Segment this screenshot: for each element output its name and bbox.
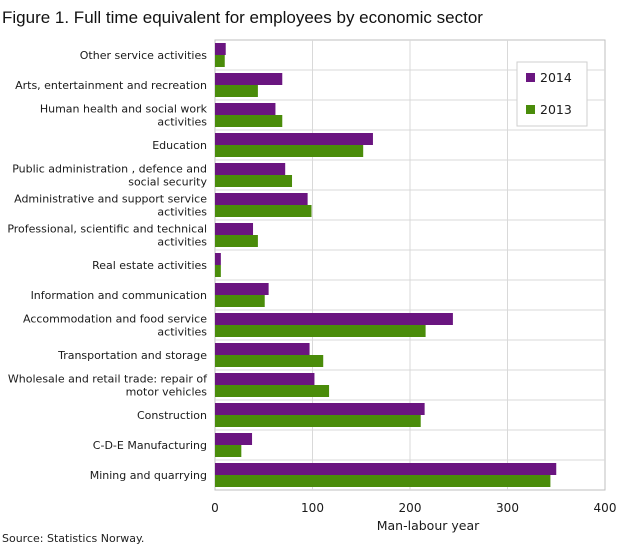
x-tick-label: 100 xyxy=(301,501,324,515)
x-axis-label: Man-labour year xyxy=(377,518,480,533)
bar-2013 xyxy=(215,355,324,367)
bar-2014 xyxy=(215,103,276,115)
chart-title: Figure 1. Full time equivalent for emplo… xyxy=(2,8,483,27)
x-tick-label: 300 xyxy=(496,501,519,515)
bar-2013 xyxy=(215,55,225,67)
legend-swatch-2013 xyxy=(526,105,535,114)
category-label: C-D-E Manufacturing xyxy=(93,439,207,452)
category-label: Real estate activities xyxy=(92,259,207,272)
bar-2014 xyxy=(215,343,310,355)
category-label: Construction xyxy=(137,409,207,422)
category-label: Administrative and support service xyxy=(14,193,207,206)
category-label: Education xyxy=(152,139,207,152)
bar-2013 xyxy=(215,265,221,277)
bar-2013 xyxy=(215,475,551,487)
category-label: motor vehicles xyxy=(126,386,208,399)
bar-2013 xyxy=(215,385,330,397)
category-label: activities xyxy=(157,206,207,219)
bar-2014 xyxy=(215,223,254,235)
bar-2014 xyxy=(215,133,373,145)
bar-2013 xyxy=(215,205,312,217)
category-label: social security xyxy=(128,176,207,189)
category-label: Other service activities xyxy=(80,49,207,62)
bar-2014 xyxy=(215,253,221,265)
legend-box xyxy=(516,61,588,127)
bar-2013 xyxy=(215,235,258,247)
bar-2014 xyxy=(215,403,425,415)
category-label: Accommodation and food service xyxy=(23,313,207,326)
category-label: Information and communication xyxy=(31,289,207,302)
category-label: Human health and social work xyxy=(40,103,208,116)
bar-2014 xyxy=(215,193,308,205)
bar-2013 xyxy=(215,85,258,97)
bar-2013 xyxy=(215,175,293,187)
bar-2014 xyxy=(215,73,283,85)
source-note: Source: Statistics Norway. xyxy=(2,532,145,545)
bar-2014 xyxy=(215,43,226,55)
bar-2014 xyxy=(215,313,453,325)
category-label: Wholesale and retail trade: repair of xyxy=(8,373,208,386)
bar-2013 xyxy=(215,415,421,427)
bar-2013 xyxy=(215,325,426,337)
legend-label-2013: 2013 xyxy=(540,102,572,117)
category-label: activities xyxy=(157,116,207,129)
bar-2013 xyxy=(215,115,283,127)
bar-2014 xyxy=(215,283,269,295)
x-tick-label: 400 xyxy=(594,501,617,515)
bar-2013 xyxy=(215,295,265,307)
category-label: Arts, entertainment and recreation xyxy=(15,79,207,92)
bar-2014 xyxy=(215,373,315,385)
category-label: Professional, scientific and technical xyxy=(7,223,207,236)
bar-2014 xyxy=(215,463,557,475)
bar-2013 xyxy=(215,445,242,457)
bar-2014 xyxy=(215,433,253,445)
category-label: activities xyxy=(157,326,207,339)
category-label: Transportation and storage xyxy=(57,349,207,362)
category-label: Mining and quarrying xyxy=(90,469,207,482)
bar-2013 xyxy=(215,145,364,157)
x-tick-label: 200 xyxy=(399,501,422,515)
x-tick-label: 0 xyxy=(211,501,219,515)
category-label: Public administration , defence and xyxy=(12,163,207,176)
category-label: activities xyxy=(157,236,207,249)
legend-label-2014: 2014 xyxy=(540,70,572,85)
bar-2014 xyxy=(215,163,286,175)
legend-swatch-2014 xyxy=(526,73,535,82)
